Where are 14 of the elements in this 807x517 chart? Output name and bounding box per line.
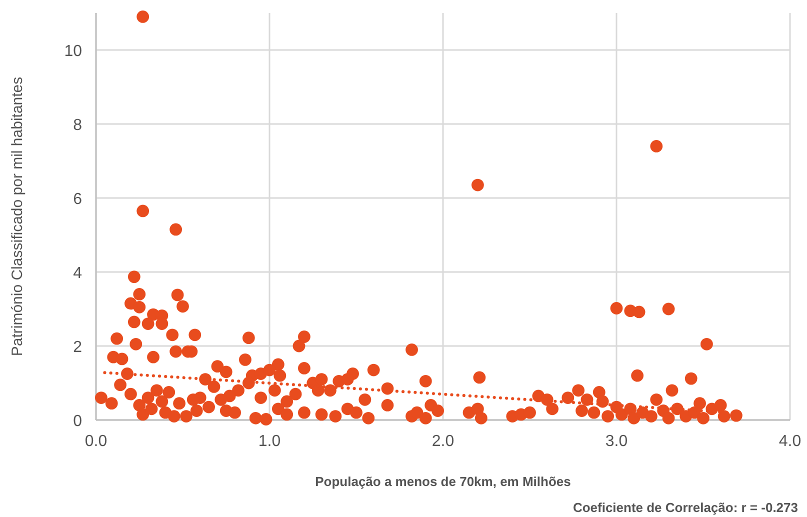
x-tick-label: 2.0: [432, 433, 454, 450]
y-tick-label: 0: [73, 413, 82, 430]
x-tick-label: 0.0: [84, 433, 108, 450]
x-tick-label: 3.0: [605, 433, 628, 450]
x-tick-label: 1.0: [258, 433, 281, 450]
y-tick-label: 2: [73, 339, 82, 356]
x-axis-title: População a menos de 70km, em Milhões: [315, 474, 571, 489]
y-tick-label: 10: [64, 43, 82, 60]
y-tick-label: 4: [73, 265, 82, 282]
y-axis-title: Património Classificado por mil habitantes: [9, 76, 26, 356]
x-tick-label: 4.0: [778, 433, 802, 450]
y-tick-label: 6: [73, 191, 82, 208]
y-tick-label: 8: [73, 117, 82, 134]
text: Coeficiente de Correlação: r = -0.273: [572, 500, 798, 515]
